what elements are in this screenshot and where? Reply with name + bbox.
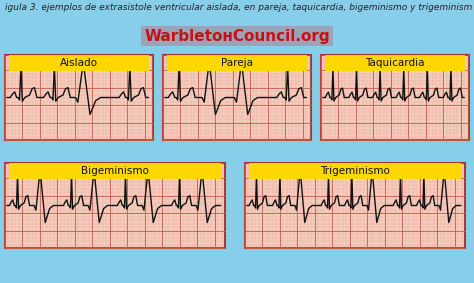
Text: Trigeminismo: Trigeminismo bbox=[320, 166, 390, 176]
Text: Aislado: Aislado bbox=[60, 58, 98, 68]
Bar bbox=[9, 163, 221, 179]
Bar bbox=[167, 55, 307, 71]
Text: igula 3. ejemplos de extrasistole ventricular aislada, en pareja, taquicardia, b: igula 3. ejemplos de extrasistole ventri… bbox=[5, 3, 473, 12]
Text: WarbletонCouncil.org: WarbletонCouncil.org bbox=[144, 29, 330, 44]
Bar bbox=[321, 55, 469, 140]
Text: Taquicardia: Taquicardia bbox=[365, 58, 425, 68]
Bar bbox=[5, 55, 153, 140]
Bar bbox=[9, 55, 149, 71]
Bar bbox=[325, 55, 465, 71]
Bar bbox=[245, 163, 465, 248]
Bar bbox=[163, 55, 311, 140]
Bar bbox=[5, 163, 225, 248]
Text: Bigeminismo: Bigeminismo bbox=[81, 166, 149, 176]
Text: Pareja: Pareja bbox=[221, 58, 253, 68]
Bar bbox=[249, 163, 461, 179]
